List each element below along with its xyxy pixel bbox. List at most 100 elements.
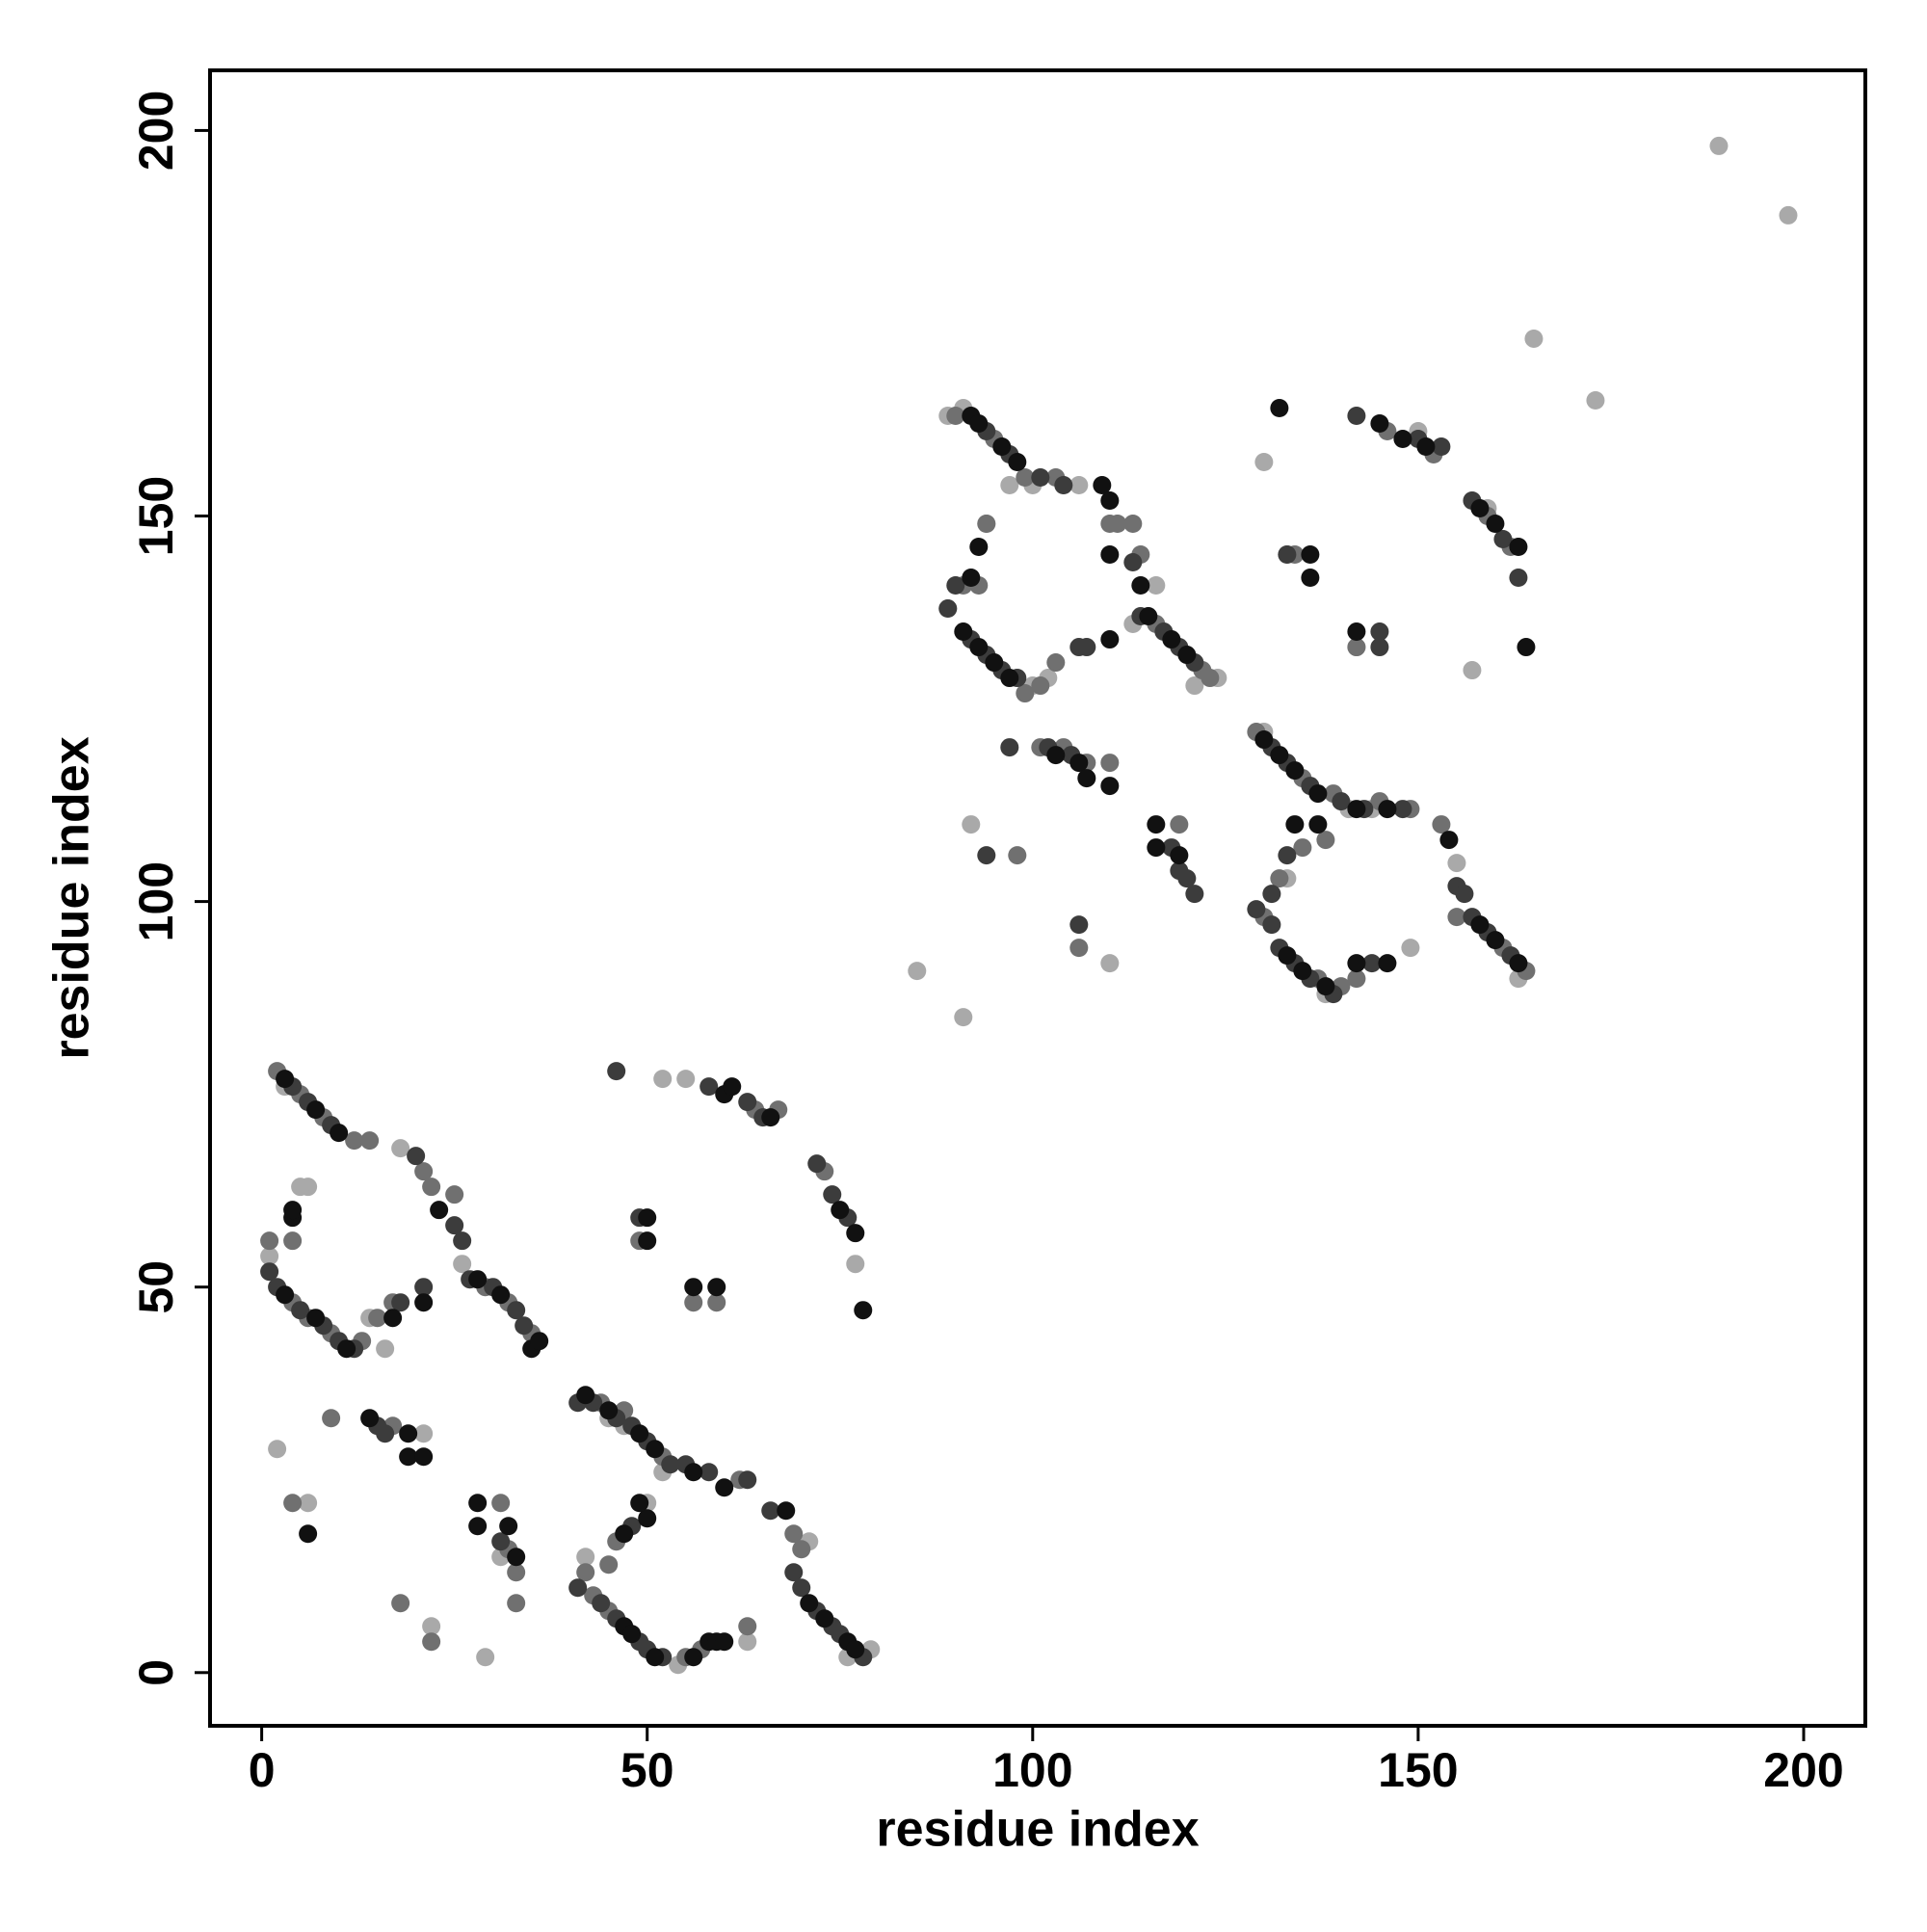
contact-point xyxy=(1100,491,1120,511)
contact-point xyxy=(422,1632,441,1652)
contact-point xyxy=(1308,784,1328,804)
contact-point xyxy=(1100,630,1120,649)
contact-point xyxy=(1278,545,1297,565)
contact-point xyxy=(985,653,1004,673)
contact-point xyxy=(1493,530,1513,549)
contact-point xyxy=(738,1617,757,1636)
contact-point xyxy=(592,1594,611,1613)
contact-point xyxy=(1031,676,1050,696)
contact-point xyxy=(738,1093,757,1112)
contact-point xyxy=(792,1540,811,1559)
contact-point xyxy=(908,962,927,981)
contact-point xyxy=(1069,754,1089,773)
contact-point xyxy=(576,1386,595,1405)
contact-point xyxy=(291,1178,310,1197)
contact-point xyxy=(962,569,981,588)
contact-point xyxy=(1247,900,1266,919)
contact-point xyxy=(1347,638,1366,657)
contact-point xyxy=(684,1278,703,1297)
contact-point xyxy=(1316,831,1335,850)
contact-point xyxy=(1347,406,1366,425)
contact-point xyxy=(568,1578,588,1598)
contact-point xyxy=(1486,515,1505,534)
contact-point xyxy=(1463,661,1482,680)
contact-point xyxy=(823,1185,842,1204)
contact-point xyxy=(1254,730,1274,750)
contact-point xyxy=(1470,499,1490,518)
contact-point xyxy=(1378,954,1397,973)
contact-point xyxy=(1439,831,1459,850)
contact-point xyxy=(291,1301,310,1320)
contact-point xyxy=(1586,390,1605,410)
contact-point xyxy=(507,1301,526,1320)
contact-point xyxy=(1031,467,1050,487)
contact-point xyxy=(414,1424,434,1443)
contact-point xyxy=(299,1494,318,1513)
contact-point xyxy=(653,1070,673,1089)
contact-point xyxy=(476,1648,495,1667)
contact-point xyxy=(1147,576,1166,595)
contact-point xyxy=(807,1154,827,1174)
contact-point xyxy=(969,538,989,557)
contact-point xyxy=(1000,476,1019,495)
contact-point xyxy=(969,638,989,657)
contact-point xyxy=(638,1208,657,1228)
contact-point xyxy=(954,622,973,642)
contact-point xyxy=(1470,915,1490,935)
contact-point xyxy=(499,1517,518,1536)
contact-point xyxy=(707,1293,726,1312)
contact-point xyxy=(276,1070,295,1089)
y-axis-title: residue index xyxy=(44,736,100,1059)
contact-point xyxy=(399,1447,418,1467)
contact-point xyxy=(422,1617,441,1636)
x-tick-label: 0 xyxy=(249,1743,276,1797)
contact-point xyxy=(1254,452,1274,471)
contact-point xyxy=(1162,630,1181,649)
contact-point xyxy=(1455,885,1474,904)
contact-point xyxy=(391,1139,410,1158)
contact-point xyxy=(723,1077,742,1097)
contact-point xyxy=(1262,885,1281,904)
contact-point xyxy=(1123,515,1143,534)
contact-point xyxy=(1000,669,1019,688)
contact-point xyxy=(414,1278,434,1297)
contact-point xyxy=(1069,939,1089,958)
contact-point xyxy=(306,1100,326,1120)
contact-point xyxy=(507,1563,526,1582)
y-tick-label: 50 xyxy=(129,1260,183,1314)
contact-point xyxy=(622,1625,642,1644)
contact-point xyxy=(646,1440,665,1459)
contact-point xyxy=(376,1424,395,1443)
contact-point xyxy=(1509,569,1528,588)
contact-point xyxy=(360,1131,380,1151)
contact-point xyxy=(599,1555,619,1575)
contact-point xyxy=(738,1470,757,1490)
contact-point xyxy=(1185,885,1204,904)
y-tick-label: 0 xyxy=(129,1659,183,1686)
contact-point xyxy=(1447,854,1466,873)
contact-point xyxy=(391,1594,410,1613)
contact-point xyxy=(1077,769,1096,788)
contact-point xyxy=(1393,800,1412,819)
contact-point xyxy=(1362,954,1382,973)
contact-point xyxy=(954,1008,973,1027)
contact-point xyxy=(1262,915,1281,935)
contact-point xyxy=(1347,622,1366,642)
contact-point xyxy=(715,1478,734,1497)
contact-point xyxy=(684,1463,703,1482)
contact-point xyxy=(1293,962,1312,981)
contact-point xyxy=(1432,815,1451,834)
contact-point xyxy=(784,1563,804,1582)
contact-point xyxy=(1347,800,1366,819)
contact-point xyxy=(1308,815,1328,834)
contact-point xyxy=(1270,746,1289,765)
contact-point xyxy=(1100,545,1120,565)
contact-point xyxy=(391,1293,410,1312)
contact-point xyxy=(630,1424,649,1443)
contact-point xyxy=(1524,329,1544,348)
contact-point xyxy=(1177,646,1197,665)
contact-point xyxy=(1008,846,1027,865)
contact-point xyxy=(1270,869,1289,888)
contact-point xyxy=(407,1147,426,1166)
contact-point xyxy=(414,1162,434,1181)
